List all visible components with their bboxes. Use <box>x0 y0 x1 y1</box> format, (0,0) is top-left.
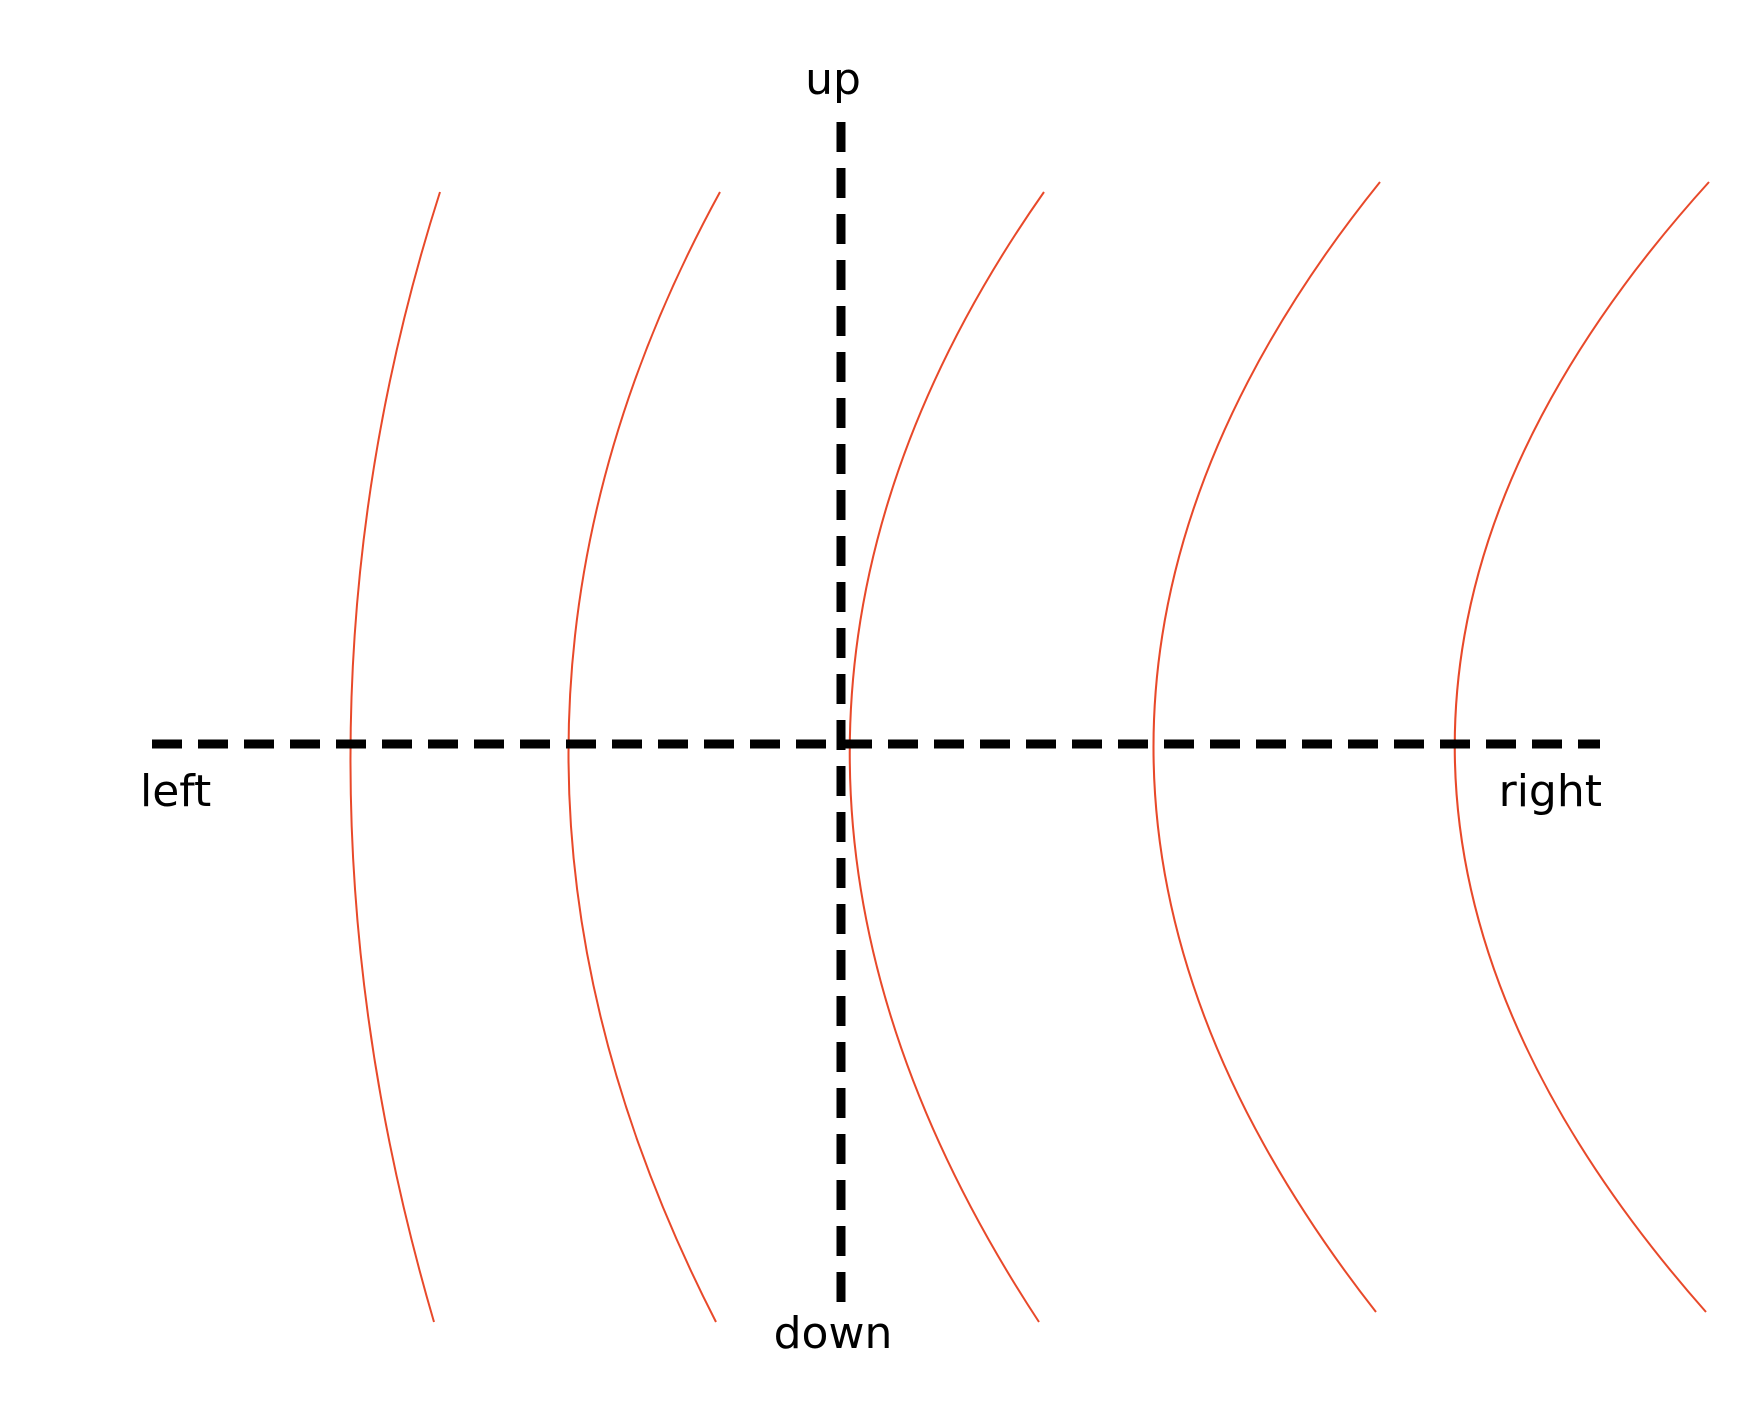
label-right: right <box>1499 766 1602 817</box>
arc-4 <box>1152 181 1381 1313</box>
label-down: down <box>774 1308 893 1359</box>
arc-3 <box>848 191 1045 1323</box>
label-left: left <box>140 766 211 817</box>
arc-1 <box>349 191 441 1323</box>
label-up: up <box>805 54 861 105</box>
arc-2 <box>567 191 721 1323</box>
